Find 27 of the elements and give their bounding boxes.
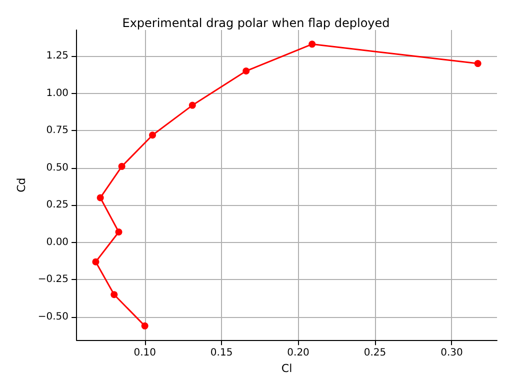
point bbox=[141, 322, 148, 330]
chart-title: Experimental drag polar when flap deployed bbox=[122, 16, 390, 30]
y-tick-label: −0.25 bbox=[38, 274, 69, 286]
y-axis-title: Cd bbox=[15, 178, 28, 192]
x-tick-label: 0.20 bbox=[287, 348, 310, 359]
y-tick-label: 1.00 bbox=[46, 88, 69, 99]
x-axis-title: Cl bbox=[281, 362, 292, 375]
point bbox=[188, 102, 196, 109]
y-tick-label: −0.50 bbox=[38, 311, 69, 322]
x-tick-label: 0.30 bbox=[440, 348, 463, 359]
y-tick-label: 0.00 bbox=[46, 236, 69, 248]
point bbox=[474, 60, 482, 68]
point bbox=[115, 228, 122, 236]
x-tick-label: 0.15 bbox=[210, 348, 233, 359]
y-tick-label: 0.50 bbox=[46, 162, 69, 174]
point bbox=[92, 258, 100, 266]
point bbox=[118, 162, 126, 170]
x-tick-label: 0.10 bbox=[134, 348, 156, 359]
y-tick-label: 0.75 bbox=[46, 125, 69, 136]
point bbox=[96, 194, 104, 202]
x-tick-label: 0.25 bbox=[364, 348, 386, 359]
point bbox=[308, 40, 316, 48]
point bbox=[149, 132, 156, 139]
point bbox=[110, 291, 118, 298]
y-tick-label: 0.25 bbox=[46, 200, 69, 211]
y-tick-label: 1.25 bbox=[46, 50, 69, 62]
point bbox=[242, 68, 250, 74]
